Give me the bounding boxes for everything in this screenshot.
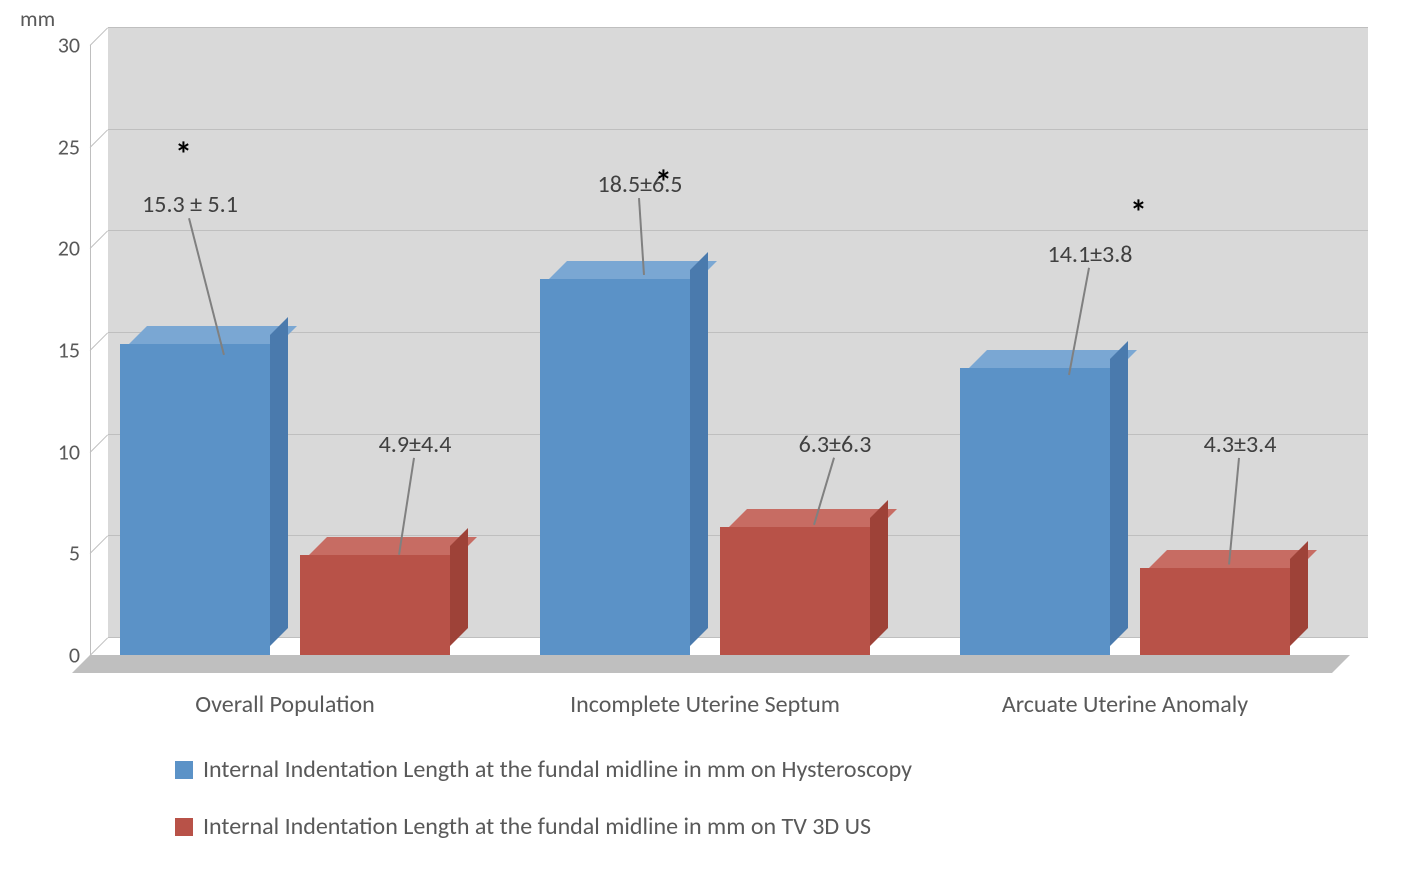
gridline-depth <box>90 129 109 148</box>
bar <box>960 368 1110 655</box>
gridline <box>108 27 1368 28</box>
bar-front <box>1140 568 1290 655</box>
plot-area <box>90 45 1350 655</box>
bar-side <box>690 252 708 646</box>
y-tick-label: 5 <box>50 540 80 567</box>
data-label: 4.3±3.4 <box>1204 430 1277 459</box>
legend-item-series1: Internal Indentation Length at the funda… <box>175 755 912 784</box>
gridline-depth <box>90 332 109 351</box>
y-tick-label: 25 <box>50 133 80 160</box>
asterisk-marker: * <box>175 135 192 176</box>
legend: Internal Indentation Length at the funda… <box>175 755 912 869</box>
y-tick-label: 10 <box>50 438 80 465</box>
bar-front <box>540 279 690 655</box>
y-axis-label: mm <box>20 5 55 32</box>
x-tick-label: Arcuate Uterine Anomaly <box>1002 690 1248 719</box>
bar-side <box>1110 341 1128 646</box>
legend-marker-1 <box>175 761 193 779</box>
legend-item-series2: Internal Indentation Length at the funda… <box>175 812 912 841</box>
asterisk-marker: * <box>655 163 672 204</box>
bar-side <box>450 528 468 646</box>
gridline-depth <box>90 434 109 453</box>
y-tick-label: 20 <box>50 235 80 262</box>
bar-front <box>120 344 270 655</box>
bar <box>540 279 690 655</box>
bar <box>1140 568 1290 655</box>
gridline <box>108 332 1368 333</box>
data-label: 4.9±4.4 <box>379 430 452 459</box>
bar-front <box>300 555 450 655</box>
y-tick-label: 15 <box>50 337 80 364</box>
bar-front <box>720 527 870 655</box>
asterisk-marker: * <box>1130 193 1147 234</box>
data-label: 6.3±6.3 <box>799 430 872 459</box>
y-tick-label: 30 <box>50 32 80 59</box>
gridline <box>108 129 1368 130</box>
data-label: 15.3 ± 5.1 <box>142 190 238 219</box>
legend-label-2: Internal Indentation Length at the funda… <box>203 812 871 841</box>
legend-marker-2 <box>175 818 193 836</box>
bar-side <box>270 317 288 646</box>
gridline <box>108 434 1368 435</box>
gridline <box>108 230 1368 231</box>
x-tick-label: Incomplete Uterine Septum <box>570 690 840 719</box>
bar-front <box>960 368 1110 655</box>
data-label: 14.1±3.8 <box>1048 240 1133 269</box>
bar-side <box>1290 541 1308 646</box>
chart-container: mm 051015202530 Overall PopulationIncomp… <box>50 20 1370 890</box>
plot-floor <box>72 655 1350 673</box>
legend-label-1: Internal Indentation Length at the funda… <box>203 755 912 784</box>
gridline-depth <box>90 230 109 249</box>
x-tick-label: Overall Population <box>195 690 374 719</box>
bar-side <box>870 500 888 646</box>
bar <box>300 555 450 655</box>
bar <box>720 527 870 655</box>
y-axis-line <box>90 45 91 655</box>
gridline-depth <box>90 27 109 46</box>
gridline-depth <box>90 637 109 656</box>
gridline-depth <box>90 535 109 554</box>
y-tick-label: 0 <box>50 642 80 669</box>
bar <box>120 344 270 655</box>
